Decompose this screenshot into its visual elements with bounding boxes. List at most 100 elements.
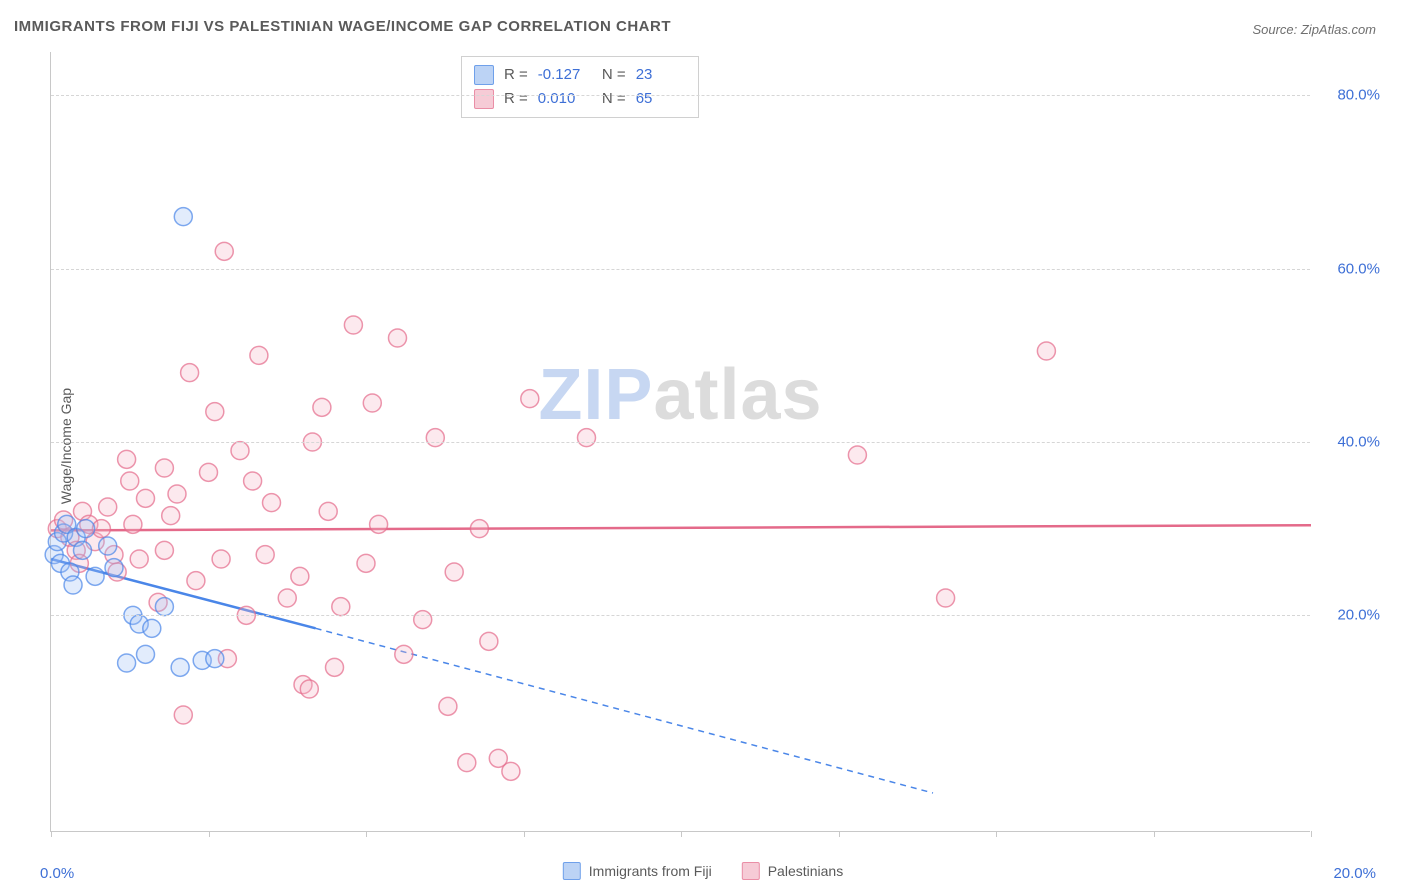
scatter-point-palestinian: [319, 502, 337, 520]
scatter-point-fiji: [105, 559, 123, 577]
scatter-point-palestinian: [155, 541, 173, 559]
scatter-point-fiji: [86, 567, 104, 585]
scatter-point-palestinian: [313, 398, 331, 416]
scatter-point-palestinian: [291, 567, 309, 585]
scatter-point-palestinian: [206, 403, 224, 421]
y-tick-label: 20.0%: [1337, 607, 1380, 624]
scatter-point-palestinian: [99, 498, 117, 516]
x-tick: [1311, 831, 1312, 837]
scatter-point-palestinian: [155, 459, 173, 477]
legend-label-palestinian: Palestinians: [768, 863, 844, 879]
plot-area: ZIPatlas R = -0.127 N = 23 R = 0.010 N =…: [50, 52, 1310, 832]
chart-title: IMMIGRANTS FROM FIJI VS PALESTINIAN WAGE…: [14, 18, 671, 35]
stats-row-palestinian: R = 0.010 N = 65: [474, 87, 686, 111]
x-tick: [681, 831, 682, 837]
scatter-point-palestinian: [480, 632, 498, 650]
scatter-point-palestinian: [357, 554, 375, 572]
scatter-point-palestinian: [445, 563, 463, 581]
swatch-palestinian-icon: [474, 89, 494, 109]
y-tick-label: 60.0%: [1337, 260, 1380, 277]
scatter-point-palestinian: [187, 572, 205, 590]
scatter-point-palestinian: [414, 611, 432, 629]
scatter-point-palestinian: [578, 429, 596, 447]
stat-n-label: N =: [598, 63, 626, 87]
stats-legend: R = -0.127 N = 23 R = 0.010 N = 65: [461, 56, 699, 118]
scatter-point-palestinian: [344, 316, 362, 334]
scatter-point-fiji: [171, 658, 189, 676]
scatter-point-palestinian: [470, 520, 488, 538]
scatter-point-palestinian: [244, 472, 262, 490]
gridline: [51, 95, 1310, 96]
scatter-point-palestinian: [137, 489, 155, 507]
x-tick: [51, 831, 52, 837]
scatter-point-palestinian: [521, 390, 539, 408]
gridline: [51, 442, 1310, 443]
scatter-point-palestinian: [250, 346, 268, 364]
stats-row-fiji: R = -0.127 N = 23: [474, 63, 686, 87]
stat-n-palestinian: 65: [636, 87, 686, 111]
scatter-point-palestinian: [426, 429, 444, 447]
stat-r-label-2: R =: [504, 87, 528, 111]
scatter-point-palestinian: [200, 463, 218, 481]
scatter-point-palestinian: [130, 550, 148, 568]
stat-n-fiji: 23: [636, 63, 686, 87]
scatter-point-fiji: [64, 576, 82, 594]
swatch-fiji-icon: [474, 65, 494, 85]
scatter-point-fiji: [143, 619, 161, 637]
legend-swatch-fiji-icon: [563, 862, 581, 880]
scatter-point-palestinian: [162, 507, 180, 525]
scatter-point-palestinian: [263, 494, 281, 512]
legend-item-palestinian: Palestinians: [742, 862, 844, 880]
scatter-point-palestinian: [389, 329, 407, 347]
scatter-point-fiji: [155, 598, 173, 616]
x-axis-min-label: 0.0%: [40, 865, 74, 882]
scatter-point-palestinian: [124, 515, 142, 533]
scatter-point-fiji: [206, 650, 224, 668]
scatter-point-fiji: [74, 541, 92, 559]
scatter-point-fiji: [99, 537, 117, 555]
scatter-point-palestinian: [937, 589, 955, 607]
series-legend: Immigrants from Fiji Palestinians: [563, 862, 843, 880]
legend-label-fiji: Immigrants from Fiji: [589, 863, 712, 879]
y-tick-label: 40.0%: [1337, 434, 1380, 451]
scatter-point-palestinian: [439, 697, 457, 715]
x-tick: [524, 831, 525, 837]
scatter-point-palestinian: [326, 658, 344, 676]
scatter-point-palestinian: [181, 364, 199, 382]
scatter-point-palestinian: [174, 706, 192, 724]
scatter-point-palestinian: [212, 550, 230, 568]
gridline: [51, 269, 1310, 270]
scatter-point-palestinian: [168, 485, 186, 503]
x-tick: [209, 831, 210, 837]
stat-n-label-2: N =: [598, 87, 626, 111]
stat-r-palestinian: 0.010: [538, 87, 588, 111]
scatter-point-fiji: [77, 520, 95, 538]
scatter-point-palestinian: [1037, 342, 1055, 360]
scatter-point-palestinian: [215, 242, 233, 260]
scatter-point-palestinian: [502, 762, 520, 780]
legend-item-fiji: Immigrants from Fiji: [563, 862, 712, 880]
x-tick: [996, 831, 997, 837]
scatter-point-palestinian: [278, 589, 296, 607]
scatter-point-palestinian: [231, 442, 249, 460]
scatter-point-palestinian: [370, 515, 388, 533]
scatter-point-palestinian: [300, 680, 318, 698]
legend-swatch-palestinian-icon: [742, 862, 760, 880]
y-tick-label: 80.0%: [1337, 87, 1380, 104]
x-axis-max-label: 20.0%: [1333, 865, 1376, 882]
scatter-point-palestinian: [332, 598, 350, 616]
stat-r-label: R =: [504, 63, 528, 87]
x-tick: [366, 831, 367, 837]
scatter-point-fiji: [118, 654, 136, 672]
scatter-point-fiji: [174, 208, 192, 226]
scatter-point-palestinian: [256, 546, 274, 564]
stat-r-fiji: -0.127: [538, 63, 588, 87]
x-tick: [839, 831, 840, 837]
source-attribution: Source: ZipAtlas.com: [1252, 22, 1376, 37]
scatter-point-fiji: [137, 645, 155, 663]
scatter-point-palestinian: [458, 754, 476, 772]
x-tick: [1154, 831, 1155, 837]
scatter-point-palestinian: [395, 645, 413, 663]
scatter-point-palestinian: [118, 450, 136, 468]
scatter-point-palestinian: [363, 394, 381, 412]
